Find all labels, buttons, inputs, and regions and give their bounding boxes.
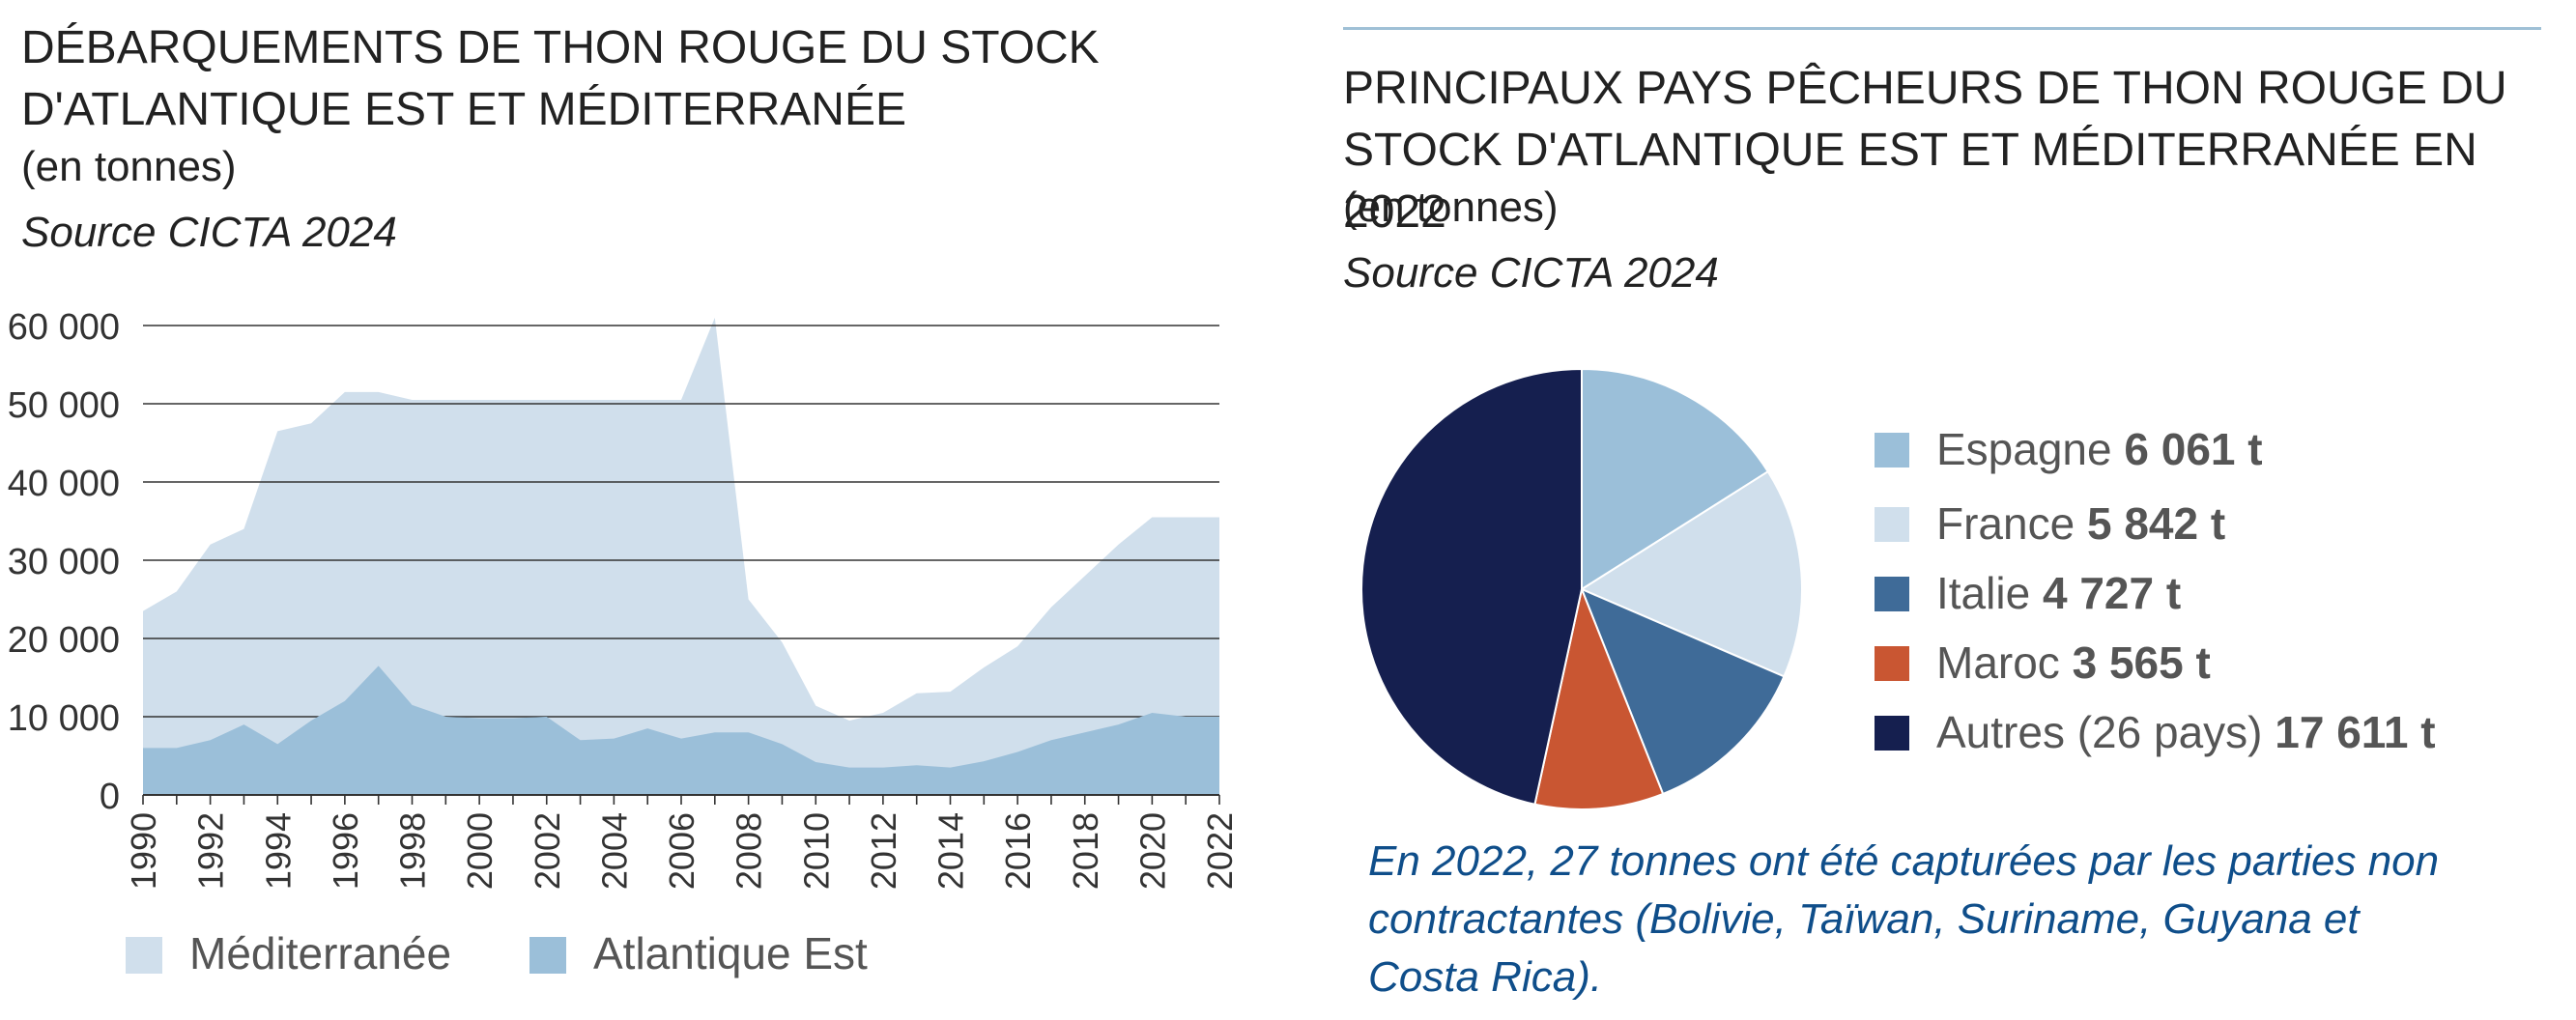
legend-value: 17 611 t xyxy=(2275,707,2436,757)
left-chart-subtitle: (en tonnes) xyxy=(21,143,237,190)
legend-item-italie: Italie 4 727 t xyxy=(1936,567,2181,619)
left-chart-source: Source CICTA 2024 xyxy=(21,209,397,256)
y-tick-label: 20 000 xyxy=(8,620,120,661)
right-chart-title: PRINCIPAUX PAYS PÊCHEURS DE THON ROUGE D… xyxy=(1343,63,2507,238)
pie-slice-espagne xyxy=(1581,367,1770,591)
legend-country: France xyxy=(1936,498,2075,549)
legend-country: Italie xyxy=(1936,568,2031,618)
legend-label-mediterranee: Méditerranée xyxy=(189,928,452,978)
legend-swatch-espagne xyxy=(1875,433,1909,468)
legend-swatch-italie xyxy=(1875,577,1909,611)
x-tick-label: 2012 xyxy=(864,812,903,890)
right-chart-subtitle: (en tonnes) xyxy=(1343,184,1559,231)
x-tick-label: 2004 xyxy=(594,812,634,890)
y-tick-label: 10 000 xyxy=(8,698,120,739)
legend-label-atlantique: Atlantique Est xyxy=(593,928,868,978)
legend-swatch-mediterranee xyxy=(126,937,162,974)
legend-value: 6 061 t xyxy=(2124,424,2263,474)
legend-swatch-france xyxy=(1875,507,1909,542)
legend-value: 5 842 t xyxy=(2086,498,2226,549)
header-divider xyxy=(1343,27,2541,30)
legend-swatch-maroc xyxy=(1875,646,1909,681)
pie-slice-italie xyxy=(1580,587,1786,796)
pie-slice-france xyxy=(1579,469,1803,678)
footnote: En 2022, 27 tonnes ont été capturées par… xyxy=(1368,837,2440,1001)
legend-swatch-autres xyxy=(1875,716,1909,751)
x-tick-label: 1998 xyxy=(393,812,433,890)
area-atlantique-est xyxy=(143,666,1219,795)
legend-item-espagne: Espagne 6 061 t xyxy=(1936,423,2263,475)
x-tick-label: 2020 xyxy=(1132,812,1172,890)
x-tick-label: 1994 xyxy=(258,812,298,890)
y-tick-label: 30 000 xyxy=(8,542,120,582)
legend-item-autres: Autres (26 pays) 17 611 t xyxy=(1936,706,2436,758)
y-tick-label: 50 000 xyxy=(8,385,120,426)
x-tick-label: 2010 xyxy=(796,812,836,890)
x-tick-label: 1992 xyxy=(191,812,231,890)
legend-value: 3 565 t xyxy=(2072,638,2211,688)
x-tick-label: 2002 xyxy=(528,812,567,890)
x-tick-label: 2006 xyxy=(662,812,701,890)
legend-country: Maroc xyxy=(1936,638,2060,688)
x-tick-label: 2022 xyxy=(1200,812,1240,890)
legend-country: Espagne xyxy=(1936,424,2112,474)
legend-item-maroc: Maroc 3 565 t xyxy=(1936,637,2211,689)
x-tick-label: 2016 xyxy=(998,812,1038,890)
x-tick-label: 2008 xyxy=(730,812,769,890)
pie-slice-autres xyxy=(1360,367,1583,806)
x-tick-label: 2014 xyxy=(931,812,971,890)
right-chart-source: Source CICTA 2024 xyxy=(1343,249,1719,297)
legend-country: Autres (26 pays) xyxy=(1936,707,2263,757)
y-tick-label: 0 xyxy=(100,777,120,817)
y-tick-label: 40 000 xyxy=(8,464,120,504)
area-mediterranee xyxy=(143,317,1219,795)
left-chart-title: DÉBARQUEMENTS DE THON ROUGE DU STOCK D'A… xyxy=(21,22,1100,135)
y-tick-label: 60 000 xyxy=(8,307,120,348)
x-tick-label: 2000 xyxy=(460,812,500,890)
legend-item-france: France 5 842 t xyxy=(1936,497,2225,550)
pie-slice-maroc xyxy=(1533,585,1665,810)
x-tick-label: 2018 xyxy=(1066,812,1105,890)
legend-value: 4 727 t xyxy=(2042,568,2182,618)
legend-swatch-atlantique xyxy=(530,937,566,974)
x-tick-label: 1996 xyxy=(326,812,365,890)
x-tick-label: 1990 xyxy=(124,812,163,890)
